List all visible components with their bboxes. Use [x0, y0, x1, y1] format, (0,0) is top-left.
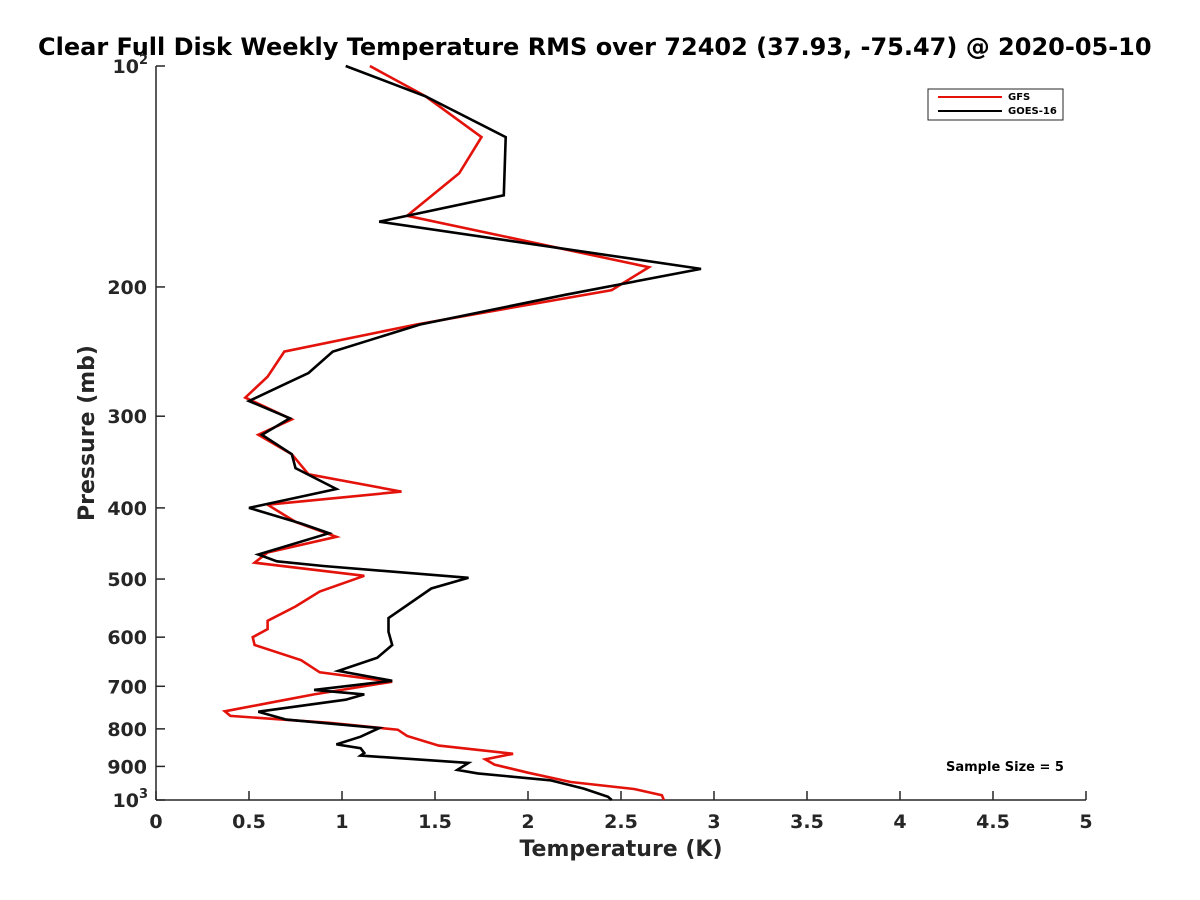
y-axis-label: Pressure (mb) [75, 345, 100, 521]
y-tick-label-base: 10 [113, 56, 139, 78]
y-tick-label: 103 [113, 787, 149, 812]
y-tick-label: 500 [107, 569, 147, 591]
x-tick-label: 0 [149, 811, 162, 833]
x-tick-label: 3 [707, 811, 720, 833]
y-tick-label-base: 10 [113, 790, 139, 812]
x-tick-label: 4.5 [976, 811, 1010, 833]
x-tick-label: 2 [521, 811, 534, 833]
x-tick-label: 2.5 [604, 811, 638, 833]
x-tick-label: 1.5 [418, 811, 452, 833]
y-tick-label-exponent: 3 [139, 787, 148, 802]
x-tick-label: 5 [1079, 811, 1092, 833]
y-tick-label-exponent: 2 [139, 53, 148, 68]
legend-label-goes-16: GOES-16 [1008, 106, 1057, 117]
y-tick-label: 800 [107, 719, 147, 741]
legend: GFS GOES-16 [927, 88, 1064, 121]
x-tick-label: 1 [335, 811, 348, 833]
chart-title: Clear Full Disk Weekly Temperature RMS o… [38, 33, 1152, 61]
x-tick-label: 3.5 [790, 811, 824, 833]
x-ticks: 0 0.5 1 1.5 2 2.5 3 3.5 4 4.5 5 [149, 791, 1093, 833]
y-tick-label: 200 [107, 277, 147, 299]
legend-label-gfs: GFS [1008, 92, 1030, 103]
series-layer [221, 64, 702, 801]
x-axis-label: Temperature (K) [519, 837, 722, 862]
y-tick-label: 400 [107, 498, 147, 520]
y-tick-label: 700 [107, 676, 147, 698]
y-tick-label: 102 [113, 53, 149, 78]
sample-size-annotation: Sample Size = 5 [946, 760, 1064, 775]
y-tick-label: 600 [107, 627, 147, 649]
x-tick-label: 4 [893, 811, 906, 833]
series-line-goes-16 [245, 64, 702, 801]
y-tick-label: 300 [107, 406, 147, 428]
x-tick-label: 0.5 [232, 811, 266, 833]
legend-box [927, 88, 1064, 121]
series-line-gfs [221, 64, 666, 801]
y-tick-label: 900 [107, 756, 147, 778]
